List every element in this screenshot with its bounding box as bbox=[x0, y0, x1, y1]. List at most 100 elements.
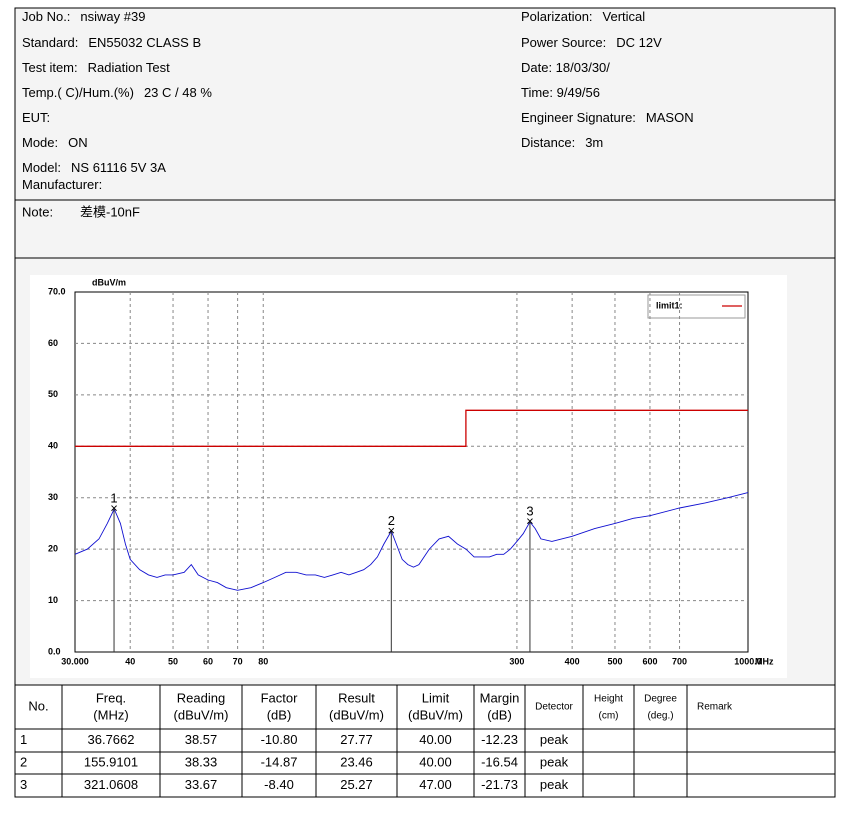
column-header: (dBuV/m) bbox=[174, 707, 229, 722]
table-cell: -10.80 bbox=[261, 732, 298, 747]
marker-number: 2 bbox=[388, 513, 395, 528]
field-label: Manufacturer: bbox=[22, 177, 102, 192]
column-header: Limit bbox=[422, 690, 450, 705]
field-value: Vertical bbox=[603, 9, 646, 24]
field-label: Polarization: bbox=[521, 9, 593, 24]
marker-number: 1 bbox=[110, 491, 117, 506]
table-cell: -21.73 bbox=[481, 777, 518, 792]
table-cell: peak bbox=[540, 732, 569, 747]
plot-frame bbox=[74, 291, 749, 653]
header-field: Polarization: Vertical bbox=[521, 9, 645, 24]
chart-panel bbox=[30, 275, 787, 678]
marker-number: 3 bbox=[526, 503, 533, 518]
table-cell: 23.46 bbox=[340, 754, 373, 769]
y-tick-label: 10 bbox=[48, 595, 58, 605]
field-label: Distance: bbox=[521, 135, 575, 150]
x-tick-label: 500 bbox=[607, 656, 622, 666]
header-field: EUT: bbox=[22, 110, 50, 125]
header-field: Distance: 3m bbox=[521, 135, 603, 150]
header-field: Standard: EN55032 CLASS B bbox=[22, 35, 201, 50]
y-tick-label: 20 bbox=[48, 544, 58, 554]
marker-x: × bbox=[110, 501, 118, 516]
column-header: (dBuV/m) bbox=[329, 707, 384, 722]
header-box bbox=[14, 7, 836, 259]
table-cell: 40.00 bbox=[419, 754, 452, 769]
header-field: Engineer Signature: MASON bbox=[521, 110, 694, 125]
header-field: Model: NS 61116 5V 3A bbox=[22, 160, 166, 175]
column-header: Remark bbox=[697, 702, 733, 713]
field-value: Radiation Test bbox=[88, 60, 171, 75]
table-cell: 3 bbox=[20, 777, 27, 792]
x-tick-label: 30.000 bbox=[61, 656, 89, 666]
field-value: nsiway #39 bbox=[80, 9, 145, 24]
y-tick-label: 70.0 bbox=[48, 286, 66, 296]
column-header: Height bbox=[594, 694, 623, 705]
header-field: Manufacturer: bbox=[22, 177, 102, 192]
x-tick-label: 1000.0 bbox=[734, 656, 762, 666]
header-field: Time: 9/49/56 bbox=[521, 85, 600, 100]
x-tick-label: 80 bbox=[258, 656, 268, 666]
field-value: ON bbox=[68, 135, 88, 150]
note-value: 差模-10nF bbox=[80, 204, 140, 219]
column-header: (dB) bbox=[267, 707, 292, 722]
field-label: Temp.( C)/Hum.(%) bbox=[22, 85, 134, 100]
column-header: (MHz) bbox=[93, 707, 128, 722]
column-header: (dBuV/m) bbox=[408, 707, 463, 722]
table-cell: 25.27 bbox=[340, 777, 373, 792]
field-value: DC 12V bbox=[616, 35, 662, 50]
table-cell: 27.77 bbox=[340, 732, 373, 747]
table-frame bbox=[14, 684, 836, 798]
column-header: (cm) bbox=[599, 711, 619, 722]
table-cell: 40.00 bbox=[419, 732, 452, 747]
y-axis-label: dBuV/m bbox=[92, 277, 126, 287]
column-header: Result bbox=[338, 690, 375, 705]
field-label: Standard: bbox=[22, 35, 78, 50]
y-tick-label: 50 bbox=[48, 389, 58, 399]
table-cell: 1 bbox=[20, 732, 27, 747]
table-cell: 36.7662 bbox=[88, 732, 135, 747]
column-header: (deg.) bbox=[647, 711, 673, 722]
table-cell: -8.40 bbox=[264, 777, 294, 792]
note-label: Note: bbox=[22, 204, 53, 219]
table-cell: peak bbox=[540, 777, 569, 792]
field-label: Date: 18/03/30/ bbox=[521, 60, 610, 75]
x-tick-label: 300 bbox=[509, 656, 524, 666]
x-tick-label: 700 bbox=[672, 656, 687, 666]
field-value: MASON bbox=[646, 110, 694, 125]
marker-x: × bbox=[526, 513, 534, 528]
x-tick-label: 40 bbox=[125, 656, 135, 666]
x-axis-label: MHz bbox=[755, 656, 774, 666]
table-cell: 33.67 bbox=[185, 777, 218, 792]
header-field: Job No.: nsiway #39 bbox=[22, 9, 145, 24]
column-header: No. bbox=[28, 698, 48, 713]
table-cell: -14.87 bbox=[261, 754, 298, 769]
legend-label: limit1: bbox=[656, 300, 683, 310]
y-tick-label: 30 bbox=[48, 492, 58, 502]
column-header: Detector bbox=[535, 702, 573, 713]
column-header: Margin bbox=[480, 690, 520, 705]
field-label: Job No.: bbox=[22, 9, 70, 24]
column-header: Factor bbox=[261, 690, 299, 705]
field-label: Engineer Signature: bbox=[521, 110, 636, 125]
table-cell: peak bbox=[540, 754, 569, 769]
series-line bbox=[75, 409, 748, 447]
table-cell: 38.57 bbox=[185, 732, 218, 747]
table-cell: 2 bbox=[20, 754, 27, 769]
y-tick-label: 60 bbox=[48, 338, 58, 348]
x-tick-label: 400 bbox=[565, 656, 580, 666]
column-header: Degree bbox=[644, 694, 677, 705]
field-value: EN55032 CLASS B bbox=[88, 35, 201, 50]
field-value: 3m bbox=[585, 135, 603, 150]
column-header: Freq. bbox=[96, 690, 126, 705]
header-field: Test item: Radiation Test bbox=[22, 60, 170, 75]
legend-box bbox=[647, 294, 746, 319]
marker-x: × bbox=[388, 523, 396, 538]
table-cell: -12.23 bbox=[481, 732, 518, 747]
field-label: Test item: bbox=[22, 60, 78, 75]
series-line bbox=[74, 492, 749, 591]
table-cell: 321.0608 bbox=[84, 777, 138, 792]
table-cell: 38.33 bbox=[185, 754, 218, 769]
x-tick-label: 50 bbox=[168, 656, 178, 666]
